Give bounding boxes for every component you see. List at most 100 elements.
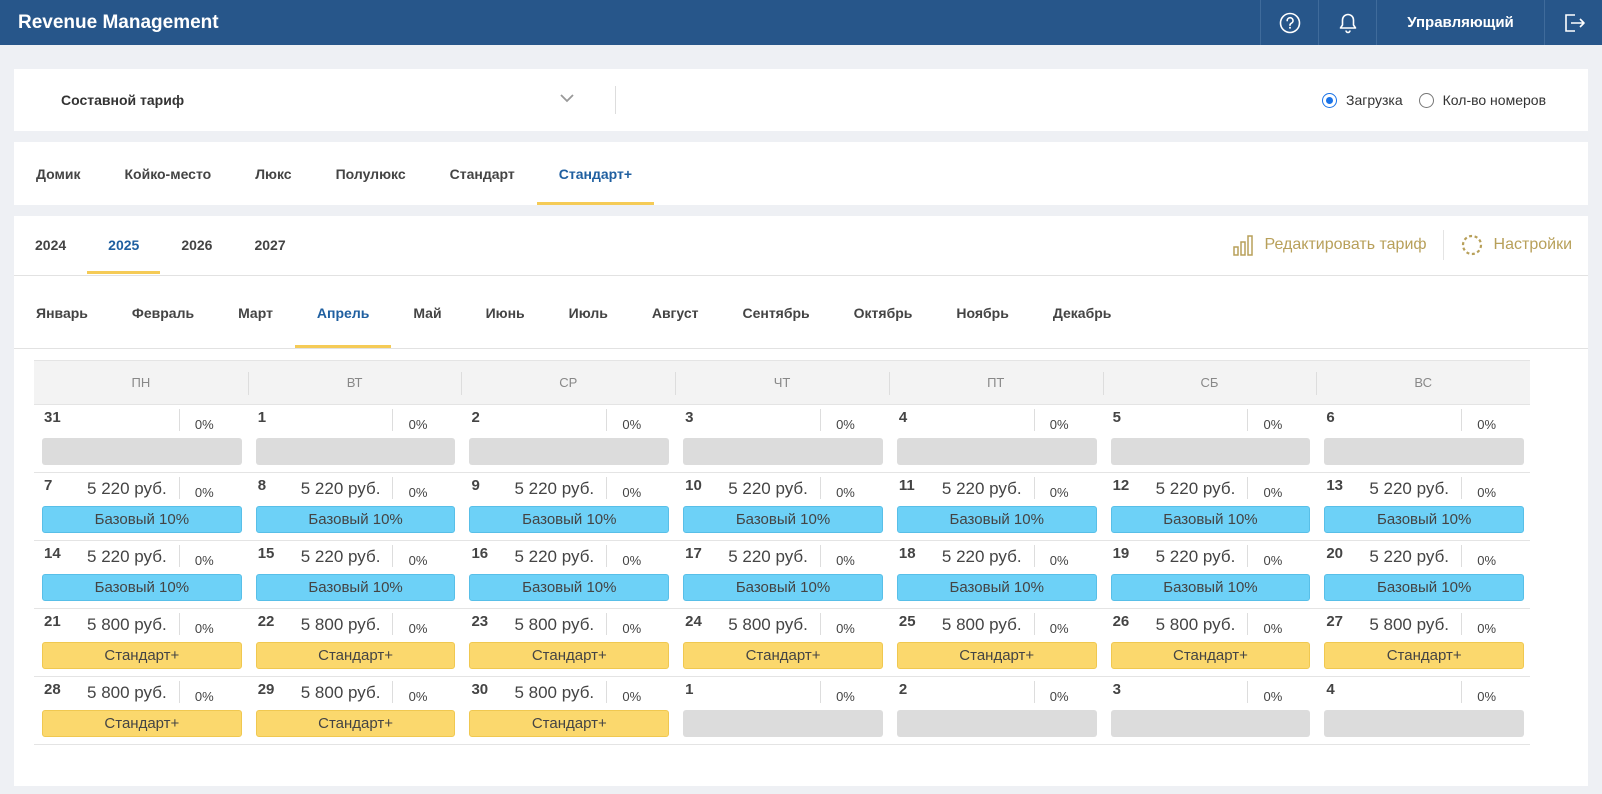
edit-tariff-button[interactable]: Редактировать тариф <box>1231 233 1427 257</box>
calendar-day-cell[interactable]: 12 5 220 руб. 0% Базовый 10% <box>1103 473 1317 540</box>
tab-room-2[interactable]: Люкс <box>255 165 292 182</box>
calendar-day-cell[interactable]: 11 5 220 руб. 0% Базовый 10% <box>889 473 1103 540</box>
calendar-day-cell[interactable]: 28 5 800 руб. 0% Стандарт+ <box>34 677 248 744</box>
tariff-tag[interactable]: Базовый 10% <box>896 506 1097 533</box>
tariff-tag[interactable]: Стандарт+ <box>896 642 1097 669</box>
tab-month-10[interactable]: Ноябрь <box>956 304 1009 321</box>
empty-tariff-bar[interactable] <box>1110 710 1311 737</box>
tab-year-0[interactable]: 2024 <box>35 237 67 253</box>
tab-year-1[interactable]: 2025 <box>87 216 161 274</box>
calendar-day-cell[interactable]: 2 0% <box>461 405 675 472</box>
tariff-tag[interactable]: Базовый 10% <box>42 506 242 533</box>
calendar-day-cell[interactable]: 23 5 800 руб. 0% Стандарт+ <box>461 609 675 676</box>
tab-month-5[interactable]: Июнь <box>485 304 525 321</box>
tariff-tag[interactable]: Стандарт+ <box>469 642 670 669</box>
calendar-day-cell[interactable]: 4 0% <box>1316 677 1530 744</box>
tariff-tag[interactable]: Стандарт+ <box>42 642 242 669</box>
tariff-tag[interactable]: Стандарт+ <box>1324 642 1525 669</box>
calendar-day-cell[interactable]: 17 5 220 руб. 0% Базовый 10% <box>675 541 889 608</box>
calendar-day-cell[interactable]: 1 0% <box>675 677 889 744</box>
calendar-day-cell[interactable]: 5 0% <box>1103 405 1317 472</box>
tariff-tag[interactable]: Базовый 10% <box>683 506 883 533</box>
calendar-day-cell[interactable]: 4 0% <box>889 405 1103 472</box>
tariff-tag[interactable]: Базовый 10% <box>469 506 670 533</box>
calendar-day-cell[interactable]: 15 5 220 руб. 0% Базовый 10% <box>248 541 462 608</box>
calendar-day-cell[interactable]: 13 5 220 руб. 0% Базовый 10% <box>1316 473 1530 540</box>
tab-month-6[interactable]: Июль <box>568 304 608 321</box>
tariff-tag[interactable]: Базовый 10% <box>1324 574 1525 601</box>
empty-tariff-bar[interactable] <box>1110 438 1311 465</box>
calendar-day-cell[interactable]: 29 5 800 руб. 0% Стандарт+ <box>248 677 462 744</box>
tariff-tag[interactable]: Базовый 10% <box>1110 574 1311 601</box>
tab-month-2[interactable]: Март <box>238 304 273 321</box>
tab-month-4[interactable]: Май <box>413 304 442 321</box>
empty-tariff-bar[interactable] <box>255 438 456 465</box>
calendar-day-cell[interactable]: 18 5 220 руб. 0% Базовый 10% <box>889 541 1103 608</box>
calendar-day-cell[interactable]: 3 0% <box>675 405 889 472</box>
tab-month-7[interactable]: Август <box>651 304 699 321</box>
calendar-day-cell[interactable]: 9 5 220 руб. 0% Базовый 10% <box>461 473 675 540</box>
empty-tariff-bar[interactable] <box>1324 710 1525 737</box>
calendar-day-cell[interactable]: 8 5 220 руб. 0% Базовый 10% <box>248 473 462 540</box>
user-menu[interactable]: Управляющий <box>1376 0 1544 45</box>
tariff-tag[interactable]: Базовый 10% <box>42 574 242 601</box>
logout-button[interactable] <box>1544 0 1602 45</box>
tab-month-0[interactable]: Январь <box>36 304 88 321</box>
empty-tariff-bar[interactable] <box>896 438 1097 465</box>
calendar-day-cell[interactable]: 27 5 800 руб. 0% Стандарт+ <box>1316 609 1530 676</box>
calendar-day-cell[interactable]: 21 5 800 руб. 0% Стандарт+ <box>34 609 248 676</box>
calendar-day-cell[interactable]: 1 0% <box>248 405 462 472</box>
calendar-day-cell[interactable]: 3 0% <box>1103 677 1317 744</box>
calendar-day-cell[interactable]: 6 0% <box>1316 405 1530 472</box>
settings-button[interactable]: Настройки <box>1460 233 1572 257</box>
empty-tariff-bar[interactable] <box>1324 438 1525 465</box>
tariff-select[interactable]: Составной тариф <box>61 69 609 131</box>
tariff-tag[interactable]: Базовый 10% <box>255 574 456 601</box>
help-button[interactable] <box>1260 0 1318 45</box>
tab-room-5[interactable]: Стандарт+ <box>536 142 655 205</box>
tariff-tag[interactable]: Стандарт+ <box>683 642 883 669</box>
radio-rooms-dot[interactable] <box>1418 92 1434 108</box>
empty-tariff-bar[interactable] <box>42 438 242 465</box>
calendar-day-cell[interactable]: 14 5 220 руб. 0% Базовый 10% <box>34 541 248 608</box>
calendar-day-cell[interactable]: 24 5 800 руб. 0% Стандарт+ <box>675 609 889 676</box>
tariff-tag[interactable]: Стандарт+ <box>255 710 456 737</box>
tariff-tag[interactable]: Базовый 10% <box>896 574 1097 601</box>
tab-room-1[interactable]: Койко-место <box>124 165 212 182</box>
tariff-tag[interactable]: Базовый 10% <box>1324 506 1525 533</box>
tab-month-3[interactable]: Апрель <box>294 277 392 348</box>
notifications-button[interactable] <box>1318 0 1376 45</box>
calendar-day-cell[interactable]: 31 0% <box>34 405 248 472</box>
calendar-day-cell[interactable]: 16 5 220 руб. 0% Базовый 10% <box>461 541 675 608</box>
radio-load-dot[interactable] <box>1322 92 1338 108</box>
tab-year-2[interactable]: 2026 <box>181 237 213 253</box>
tariff-tag[interactable]: Базовый 10% <box>255 506 456 533</box>
empty-tariff-bar[interactable] <box>683 438 883 465</box>
calendar-day-cell[interactable]: 2 0% <box>889 677 1103 744</box>
tab-room-0[interactable]: Домик <box>36 165 81 182</box>
tab-month-1[interactable]: Февраль <box>131 304 195 321</box>
tariff-tag[interactable]: Стандарт+ <box>42 710 242 737</box>
tab-month-11[interactable]: Декабрь <box>1052 304 1112 321</box>
radio-rooms[interactable]: Кол-во номеров <box>1418 92 1546 108</box>
tariff-tag[interactable]: Стандарт+ <box>469 710 670 737</box>
calendar-day-cell[interactable]: 7 5 220 руб. 0% Базовый 10% <box>34 473 248 540</box>
calendar-day-cell[interactable]: 20 5 220 руб. 0% Базовый 10% <box>1316 541 1530 608</box>
tab-month-8[interactable]: Сентябрь <box>742 304 810 321</box>
calendar-day-cell[interactable]: 26 5 800 руб. 0% Стандарт+ <box>1103 609 1317 676</box>
tab-month-9[interactable]: Октябрь <box>853 304 913 321</box>
empty-tariff-bar[interactable] <box>683 710 883 737</box>
tariff-tag[interactable]: Базовый 10% <box>469 574 670 601</box>
tariff-tag[interactable]: Стандарт+ <box>1110 642 1311 669</box>
tab-room-4[interactable]: Стандарт <box>449 165 515 182</box>
tariff-tag[interactable]: Базовый 10% <box>1110 506 1311 533</box>
tab-room-3[interactable]: Полулюкс <box>335 165 406 182</box>
calendar-day-cell[interactable]: 10 5 220 руб. 0% Базовый 10% <box>675 473 889 540</box>
empty-tariff-bar[interactable] <box>469 438 670 465</box>
empty-tariff-bar[interactable] <box>896 710 1097 737</box>
radio-load[interactable]: Загрузка <box>1322 92 1403 108</box>
calendar-day-cell[interactable]: 25 5 800 руб. 0% Стандарт+ <box>889 609 1103 676</box>
tariff-tag[interactable]: Базовый 10% <box>683 574 883 601</box>
calendar-day-cell[interactable]: 30 5 800 руб. 0% Стандарт+ <box>461 677 675 744</box>
tab-year-3[interactable]: 2027 <box>254 237 286 253</box>
